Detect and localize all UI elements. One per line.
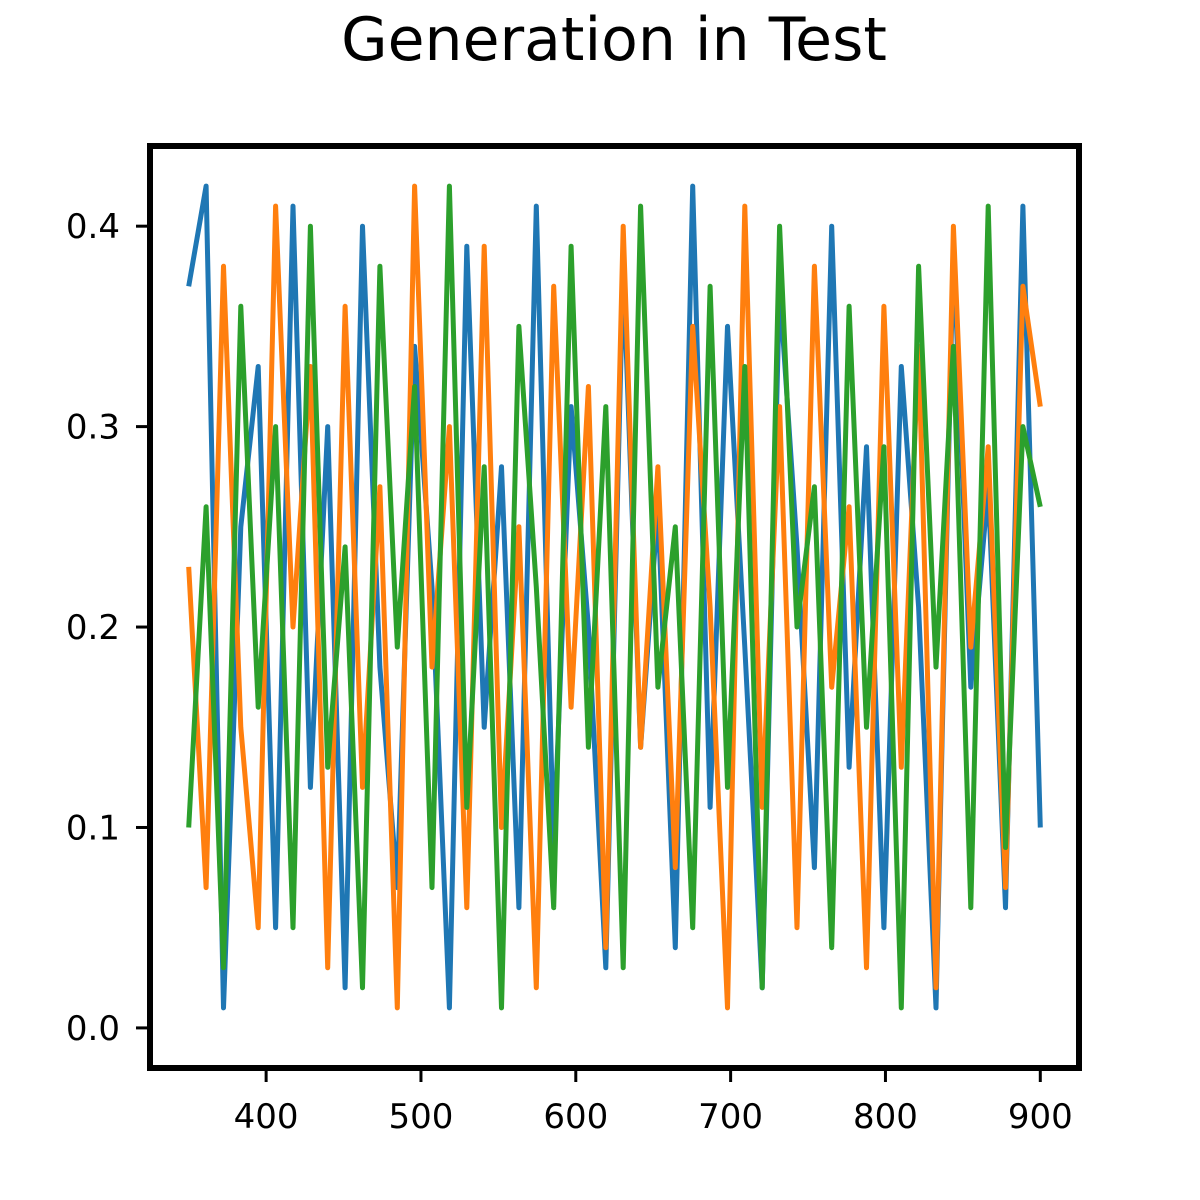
x-tick-label: 900 — [1008, 1097, 1073, 1137]
x-tick-label: 800 — [853, 1097, 918, 1137]
y-tick-label: 0.4 — [66, 207, 120, 247]
y-tick-label: 0.2 — [66, 608, 120, 648]
x-axis: 400 500 600 700 800 900 — [234, 1071, 1073, 1137]
x-tick-label: 600 — [543, 1097, 608, 1137]
series-layer — [186, 183, 1043, 1011]
series-line-2 — [186, 183, 1043, 1011]
plot-frame — [147, 143, 1082, 1071]
x-tick-label: 500 — [389, 1097, 454, 1137]
y-tick-label: 0.3 — [66, 408, 120, 448]
series-line-3 — [186, 183, 1043, 1011]
x-tick-label: 700 — [698, 1097, 763, 1137]
y-tick-label: 0.0 — [66, 1009, 120, 1049]
chart-title: Generation in Test — [341, 5, 887, 75]
x-tick-label: 400 — [234, 1097, 299, 1137]
y-axis: 0.0 0.1 0.2 0.3 0.4 — [66, 207, 147, 1049]
y-tick-label: 0.1 — [66, 808, 120, 848]
